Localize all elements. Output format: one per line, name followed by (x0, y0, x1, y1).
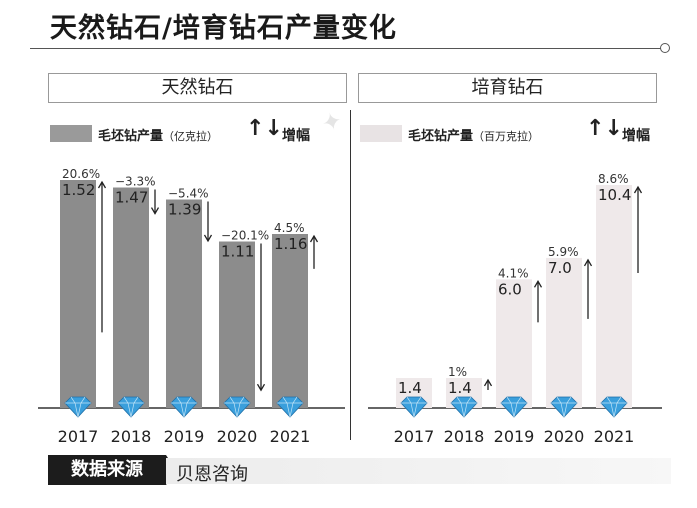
source-tag: 数据来源 (48, 455, 176, 485)
natural-value-label-2021: 1.16 (274, 235, 307, 253)
natural-bar-2020 (219, 241, 255, 408)
lab-diamond-icon-2019 (500, 396, 528, 418)
natural-year-label-2021: 2021 (270, 427, 311, 446)
panel-divider (350, 110, 351, 440)
lab-diamond-facets-2017 (401, 396, 427, 418)
natural-diamond-icon-2021 (276, 396, 304, 418)
title-rule-end-dot (660, 43, 670, 53)
lab-diamond-facets-2020 (551, 396, 577, 418)
lab-change-label-2018: 1% (448, 365, 467, 379)
natural-bar-2021 (272, 234, 308, 408)
lab-legend-updown-icon: ↑↓ (586, 116, 623, 141)
page-title: 天然钻石/培育钻石产量变化 (50, 13, 397, 44)
natural-year-label-2019: 2019 (164, 427, 205, 446)
natural-change-arrowhead-2020 (256, 383, 266, 392)
natural-diamond-facets-2021 (277, 396, 303, 418)
lab-legend-label: 毛坯钻产量（百万克拉） (408, 129, 540, 144)
lab-diamond-facets-2018 (451, 396, 477, 418)
lab-diamond-icon-2021 (600, 396, 628, 418)
lab-diamond-facets-2019 (501, 396, 527, 418)
lab-year-label-2018: 2018 (444, 427, 485, 446)
lab-value-label-2021: 10.4 (598, 186, 631, 204)
lab-bar-2021 (596, 185, 632, 408)
natural-legend-swatch (50, 125, 92, 142)
lab-value-label-2019: 6.0 (498, 280, 522, 298)
natural-year-label-2020: 2020 (217, 427, 258, 446)
natural-diamond-facets-2018 (118, 396, 144, 418)
natural-change-arrowhead-2018 (150, 207, 160, 215)
natural-diamond-icon-2019 (170, 396, 198, 418)
lab-change-label-2021: 8.6% (598, 172, 629, 186)
natural-diamond-facets-2020 (224, 396, 250, 418)
natural-change-label-2019: −5.4% (168, 187, 209, 201)
natural-legend-unit: （亿克拉） (163, 130, 219, 143)
natural-value-label-2018: 1.47 (115, 189, 148, 207)
lab-year-label-2020: 2020 (544, 427, 585, 446)
lab-diamond-facets-2021 (601, 396, 627, 418)
lab-change-arrowhead-2018 (483, 378, 493, 387)
lab-legend-swatch (360, 125, 402, 142)
lab-change-arrowhead-2019 (533, 280, 543, 288)
lab-value-label-2020: 7.0 (548, 259, 572, 277)
natural-change-label-2021: 4.5% (274, 221, 305, 235)
lab-change-arrowhead-2020 (583, 258, 593, 267)
natural-diamond-icon-2018 (117, 396, 145, 418)
natural-change-arrowhead-2021 (309, 234, 319, 243)
natural-diamond-icon-2017 (64, 396, 92, 418)
natural-diamond-facets-2019 (171, 396, 197, 418)
lab-diamond-icon-2020 (550, 396, 578, 418)
natural-legend-updown-icon: ↑↓ (246, 116, 283, 141)
source-strip (166, 458, 671, 484)
lab-diamond-icon-2018 (450, 396, 478, 418)
natural-bar-2017 (60, 180, 96, 408)
lab-legend-unit: （百万克拉） (473, 130, 540, 143)
lab-bar-2020 (546, 257, 582, 408)
natural-bar-2018 (113, 187, 149, 408)
natural-legend-change-label: 增幅 (282, 128, 310, 144)
natural-value-label-2020: 1.11 (221, 243, 254, 261)
lab-bar-2019 (496, 279, 532, 408)
natural-value-label-2019: 1.39 (168, 201, 201, 219)
natural-bar-2019 (166, 199, 202, 408)
lab-year-label-2021: 2021 (594, 427, 635, 446)
lab-value-label-2017: 1.4 (398, 379, 422, 397)
lab-change-arrowhead-2021 (633, 185, 643, 194)
natural-change-arrowhead-2019 (203, 234, 213, 243)
natural-change-label-2018: −3.3% (115, 175, 156, 189)
natural-change-arrowhead-2017 (97, 180, 107, 189)
lab-diamond-icon-2017 (400, 396, 428, 418)
natural-diamond-icon-2020 (223, 396, 251, 418)
natural-value-label-2017: 1.52 (62, 181, 95, 199)
lab-legend-change-label: 增幅 (622, 128, 650, 144)
natural-legend-label: 毛坯钻产量（亿克拉） (98, 129, 219, 144)
source-value: 贝恩咨询 (176, 464, 248, 485)
natural-change-label-2020: −20.1% (221, 229, 269, 243)
natural-year-label-2017: 2017 (58, 427, 99, 446)
lab-value-label-2018: 1.4 (448, 379, 472, 397)
natural-year-label-2018: 2018 (111, 427, 152, 446)
title-rule (30, 48, 663, 49)
lab-year-label-2017: 2017 (394, 427, 435, 446)
natural-panel-title: 天然钻石 (48, 73, 347, 103)
lab-year-label-2019: 2019 (494, 427, 535, 446)
lab-change-label-2020: 5.9% (548, 245, 579, 259)
lab-change-label-2019: 4.1% (498, 266, 529, 280)
natural-diamond-facets-2017 (65, 396, 91, 418)
lab-panel-title: 培育钻石 (358, 73, 657, 103)
natural-change-label-2017: 20.6% (62, 167, 100, 181)
